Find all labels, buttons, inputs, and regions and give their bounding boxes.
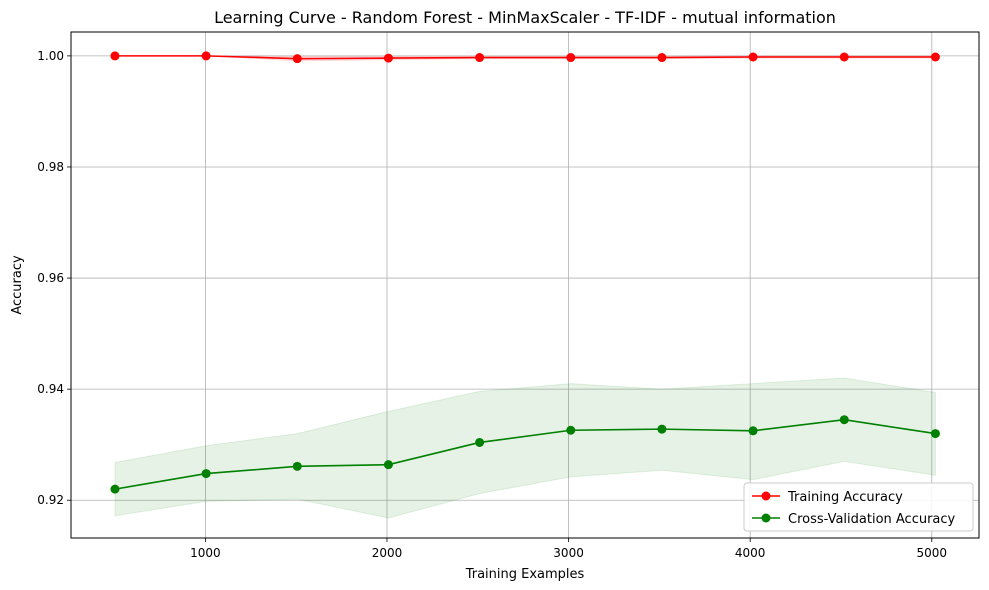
x-axis-ticks: 1000 2000 3000 4000 5000 xyxy=(190,538,947,560)
cross-validation-point xyxy=(930,429,940,439)
cross-validation-point xyxy=(566,425,576,435)
y-axis-ticks: 0.92 0.94 0.96 0.98 1.00 xyxy=(37,49,71,507)
training-point xyxy=(292,54,302,64)
training-point xyxy=(748,52,758,62)
training-point xyxy=(657,53,667,63)
training-point xyxy=(566,53,576,63)
y-tick-label: 0.92 xyxy=(37,493,64,507)
cross-validation-point xyxy=(475,437,485,447)
cross-validation-point xyxy=(748,426,758,436)
y-axis-label: Accuracy xyxy=(10,255,25,315)
series-points xyxy=(110,51,940,494)
x-axis-label: Training Examples xyxy=(465,567,585,582)
training-point xyxy=(475,53,485,63)
legend-marker-cross-validation xyxy=(761,513,771,523)
legend-box xyxy=(743,482,974,532)
cross-validation-line xyxy=(114,418,936,490)
y-tick-label: 0.98 xyxy=(37,160,64,174)
legend: Training Accuracy Cross-Validation Accur… xyxy=(743,482,974,532)
training-point xyxy=(839,52,849,62)
cross-validation-point xyxy=(657,424,667,434)
training-line xyxy=(114,55,936,60)
training-point xyxy=(930,52,940,62)
cross-validation-point xyxy=(839,415,849,425)
cross-validation-point xyxy=(292,461,302,471)
series-lines xyxy=(114,55,936,490)
x-tick-label: 5000 xyxy=(917,546,948,560)
x-tick-label: 2000 xyxy=(372,546,403,560)
training-point xyxy=(201,51,211,61)
x-tick-label: 4000 xyxy=(735,546,766,560)
y-tick-label: 1.00 xyxy=(37,49,64,63)
legend-marker-training xyxy=(761,491,771,501)
y-tick-label: 0.96 xyxy=(37,271,64,285)
x-tick-label: 1000 xyxy=(190,546,221,560)
cross-validation-point xyxy=(383,460,393,470)
y-tick-label: 0.94 xyxy=(37,382,64,396)
chart-title: Learning Curve - Random Forest - MinMaxS… xyxy=(214,8,836,27)
legend-label-training: Training Accuracy xyxy=(787,490,903,505)
grid-lines xyxy=(71,32,979,538)
cross-validation-confidence-band xyxy=(114,377,936,519)
confidence-bands xyxy=(114,55,936,519)
training-point xyxy=(383,53,393,63)
cross-validation-point xyxy=(201,469,211,479)
x-tick-label: 3000 xyxy=(553,546,584,560)
legend-label-cross-validation: Cross-Validation Accuracy xyxy=(788,512,956,527)
training-point xyxy=(110,51,120,61)
plot-frame xyxy=(70,31,980,539)
cross-validation-point xyxy=(110,484,120,494)
